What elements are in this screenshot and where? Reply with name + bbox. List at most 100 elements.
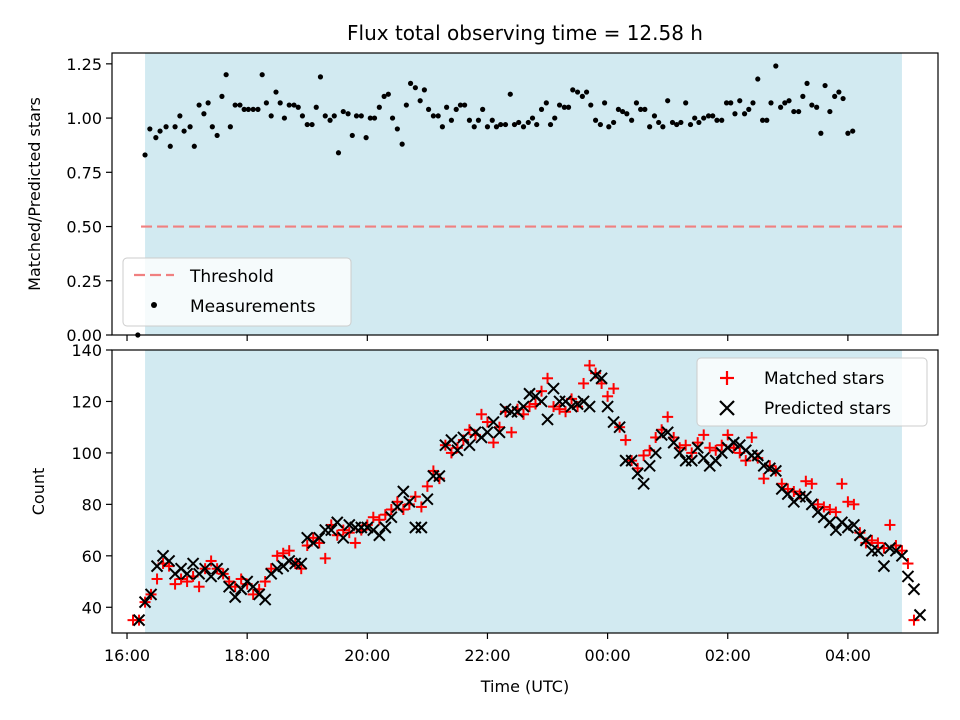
measurement-point — [583, 89, 590, 95]
measurement-point — [516, 119, 522, 126]
matched-star-point — [259, 576, 271, 588]
predicted-star-point — [487, 415, 500, 429]
measurement-point — [547, 121, 554, 128]
measurement-point — [737, 98, 743, 104]
measurement-point — [498, 121, 504, 128]
predicted-star-point — [385, 511, 398, 524]
matched-star-point — [554, 403, 566, 415]
measurement-point — [701, 115, 707, 121]
measurement-point — [741, 111, 748, 117]
predicted-star-point — [649, 446, 662, 460]
matched-star-point — [896, 545, 908, 557]
measurement-point — [633, 100, 640, 106]
predicted-star-point — [601, 400, 614, 413]
matched-legend-swatch — [720, 371, 734, 385]
predicted-star-point — [180, 567, 194, 581]
predicted-star-point — [667, 436, 680, 449]
measurement-point — [574, 89, 581, 95]
measurement-point — [232, 102, 238, 108]
predicted-star-point — [661, 426, 674, 439]
count-y-tick-label: 80 — [82, 495, 102, 514]
ratio-x-ticks — [126, 335, 849, 341]
matched-star-point — [343, 527, 355, 539]
predicted-star-point — [391, 500, 404, 514]
matched-star-point — [367, 511, 379, 523]
matched-star-point — [169, 578, 181, 590]
measurement-point — [746, 106, 752, 112]
predicted-star-point — [162, 554, 176, 568]
predicted-star-point — [901, 570, 915, 583]
measurement-point — [163, 124, 169, 130]
measurement-point — [525, 119, 531, 126]
measurement-point — [800, 93, 806, 99]
measurement-point — [638, 106, 644, 112]
measurement-point — [674, 121, 680, 128]
predicted-star-point — [535, 395, 548, 408]
predicted-star-point — [132, 613, 146, 627]
measurement-point — [466, 117, 473, 123]
matched-star-point — [271, 550, 283, 562]
matched-star-point — [722, 429, 734, 441]
measurement-point — [241, 106, 247, 112]
measurement-point — [520, 124, 527, 130]
count-panel-frame — [111, 349, 939, 634]
measurement-point — [606, 124, 612, 130]
matched-star-point — [505, 426, 517, 438]
measurement-point — [669, 119, 676, 126]
measurement-point — [719, 117, 725, 123]
matched-star-point — [205, 555, 217, 567]
count-y-ticks: 40 60 80 100 120 140 — [71, 341, 112, 617]
measurement-point — [237, 102, 243, 108]
matched-star-point — [319, 552, 331, 564]
measurement-point — [435, 113, 441, 119]
measurement-point — [832, 93, 838, 99]
measurement-point — [570, 87, 576, 93]
measurement-point — [453, 106, 459, 112]
predicted-star-point — [144, 588, 158, 601]
predicted-star-point — [631, 467, 644, 480]
predicted-star-point — [625, 454, 638, 467]
measurement-point — [782, 100, 788, 106]
predicted-star-point — [186, 557, 200, 570]
ratio-legend-box — [122, 257, 352, 327]
matched-star-point — [349, 537, 361, 549]
matched-star-point — [247, 588, 259, 600]
measurement-point — [273, 89, 279, 95]
measurement-point — [255, 106, 261, 112]
ratio-y-axis-label: Matched/Predicted stars — [25, 97, 44, 291]
measurement-point — [814, 104, 820, 110]
measurement-point — [759, 117, 766, 123]
measurement-point — [601, 100, 608, 106]
matched-star-point — [409, 491, 421, 503]
count-y-tick-label: 120 — [71, 392, 102, 411]
matched-star-point — [313, 537, 325, 549]
measurement-point — [484, 124, 491, 130]
measurement-point — [335, 150, 342, 156]
predicted-star-point — [895, 549, 909, 563]
measurement-point — [561, 104, 567, 110]
predicted-star-point — [613, 420, 626, 434]
measurement-point — [552, 115, 558, 121]
measurement-point — [710, 113, 716, 119]
predicted-star-point — [313, 531, 326, 545]
measurement-point — [177, 113, 183, 119]
measurement-point — [191, 143, 197, 149]
matched-star-point — [602, 390, 614, 402]
predicted-star-point — [673, 446, 686, 460]
measurement-point — [430, 113, 436, 119]
measurement-point — [732, 111, 738, 117]
count-legend-box — [696, 357, 928, 427]
measurement-point — [755, 76, 761, 82]
matched-star-point — [391, 496, 403, 508]
matched-star-point — [758, 473, 770, 485]
measurement-point — [417, 98, 423, 104]
measurement-point — [376, 104, 382, 110]
predicted-star-point — [204, 570, 218, 583]
measurement-point — [543, 100, 549, 106]
matched-star-point — [836, 478, 848, 490]
matched-star-point — [560, 406, 572, 418]
measurement-point — [425, 106, 432, 112]
measurement-point — [511, 121, 518, 128]
measurement-point — [421, 87, 427, 93]
measurement-point — [367, 115, 373, 121]
